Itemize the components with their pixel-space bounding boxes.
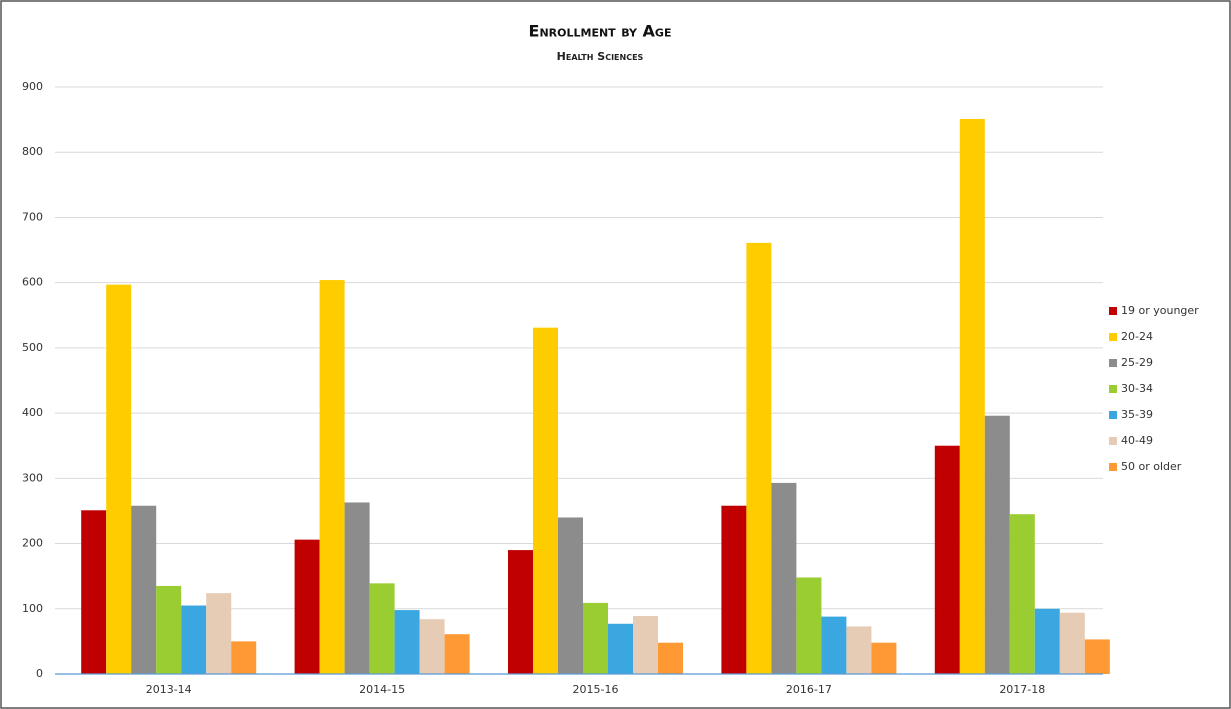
bar — [508, 550, 533, 674]
bar — [206, 593, 232, 674]
bar — [1034, 608, 1060, 674]
legend-swatch — [1109, 359, 1117, 367]
bar — [319, 280, 345, 674]
bar — [771, 482, 797, 674]
bar — [156, 585, 182, 674]
bar — [131, 505, 157, 674]
bar — [81, 510, 107, 674]
y-tick-label: 200 — [22, 537, 43, 550]
legend-label: 50 or older — [1121, 460, 1182, 473]
bar — [444, 634, 470, 674]
x-tick-label: 2017-18 — [999, 683, 1045, 696]
bar — [394, 610, 420, 674]
y-tick-label: 500 — [22, 341, 43, 354]
y-tick-label: 900 — [22, 80, 43, 93]
bar — [1084, 639, 1110, 674]
bar — [231, 641, 257, 674]
y-tick-label: 400 — [22, 406, 43, 419]
y-tick-label: 0 — [36, 667, 43, 680]
bar — [369, 583, 395, 674]
x-tick-label: 2013-14 — [146, 683, 192, 696]
bar — [846, 626, 872, 674]
legend-swatch — [1109, 333, 1117, 341]
chart-subtitle: Health Sciences — [557, 50, 644, 63]
bar — [583, 602, 608, 674]
legend-label: 20-24 — [1121, 330, 1153, 343]
bar — [294, 539, 320, 674]
bar — [1009, 514, 1035, 674]
bar — [959, 118, 985, 675]
bar — [419, 619, 445, 674]
legend-swatch — [1109, 437, 1117, 445]
bar — [658, 642, 683, 674]
y-tick-label: 100 — [22, 602, 43, 615]
bar — [871, 642, 897, 674]
legend-label: 30-34 — [1121, 382, 1153, 395]
legend-label: 40-49 — [1121, 434, 1153, 447]
bar — [181, 605, 207, 674]
x-tick-label: 2016-17 — [786, 683, 832, 696]
x-tick-label: 2015-16 — [573, 683, 619, 696]
bar — [746, 242, 772, 674]
bar — [934, 445, 960, 674]
y-tick-label: 600 — [22, 276, 43, 289]
legend-label: 35-39 — [1121, 408, 1153, 421]
y-tick-label: 700 — [22, 210, 43, 223]
bar — [608, 623, 633, 674]
legend-swatch — [1109, 385, 1117, 393]
bar — [796, 577, 822, 674]
bar — [558, 517, 583, 674]
legend-swatch — [1109, 411, 1117, 419]
legend-label: 25-29 — [1121, 356, 1153, 369]
legend-swatch — [1109, 463, 1117, 471]
bar — [344, 502, 370, 674]
bar — [721, 505, 747, 674]
bar — [633, 615, 658, 674]
legend-swatch — [1109, 307, 1117, 315]
y-tick-label: 300 — [22, 471, 43, 484]
chart-title: Enrollment by Age — [529, 22, 672, 41]
bar — [106, 284, 132, 674]
legend-label: 19 or younger — [1121, 304, 1199, 317]
bar — [533, 327, 558, 674]
bar — [1059, 612, 1085, 674]
bar — [984, 415, 1010, 674]
y-tick-label: 800 — [22, 145, 43, 158]
bar — [821, 616, 847, 674]
x-tick-label: 2014-15 — [359, 683, 405, 696]
